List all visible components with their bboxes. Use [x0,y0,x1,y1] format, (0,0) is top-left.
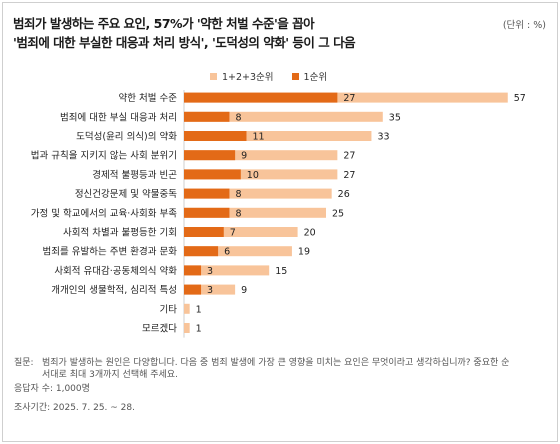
title-line-2: '범죄에 대한 부실한 대응과 처리 방식', '도덕성의 약화' 등이 그 다… [13,35,356,50]
survey-period: 조사기간: 2025. 7. 25. ~ 28. [14,403,135,413]
data-label-total: 1 [196,304,202,315]
bar-first [184,169,241,180]
unit-label: (단위 : %) [502,20,546,31]
category-label: 개개인의 생물학적, 심리적 특성 [51,284,177,296]
bar-first [184,265,202,276]
title-line-1: 범죄가 발생하는 주요 요인, 57%가 '약한 처벌 수준'을 꼽아 [13,16,315,31]
chart-title: 범죄가 발생하는 주요 요인, 57%가 '약한 처벌 수준'을 꼽아 '범죄에… [13,14,463,52]
data-label-first: 27 [343,93,355,104]
data-label-total: 15 [275,266,287,277]
respondent-count: 응답자 수: 1,000명 [14,384,90,394]
data-label-total: 1 [196,324,202,335]
data-label-first: 11 [252,132,264,143]
bar-total [184,207,326,218]
chart-legend: 1+2+3순위 1순위 [210,69,345,83]
data-label-first: 3 [207,285,213,296]
legend-label-first: 1순위 [303,72,328,83]
legend-swatch-first [291,72,299,80]
bar-total [184,303,190,314]
question-text: 범죄가 발생하는 원인은 다양합니다. 다음 중 범죄 발생에 가장 큰 영향을… [42,358,510,380]
data-label-total: 27 [343,170,355,181]
bar-first [184,207,230,218]
bar-total [184,246,292,257]
category-label: 경제적 불평등과 빈곤 [92,169,177,181]
category-label: 도덕성(윤리 의식)의 약화 [76,131,177,143]
legend-label-total: 1+2+3순위 [222,72,274,83]
bar-first [184,227,224,237]
data-label-total: 35 [389,112,401,123]
bar-first [184,111,230,122]
bar-first [184,246,219,257]
data-label-first: 8 [235,208,241,219]
bar-first [184,150,236,161]
data-label-first: 7 [230,228,236,239]
question-label: 질문: [14,358,34,368]
category-label: 약한 처벌 수준 [119,92,178,104]
data-label-total: 57 [514,93,526,104]
bar-total [184,111,383,122]
data-label-first: 6 [224,247,230,258]
data-label-total: 20 [304,228,316,239]
bar-total [184,188,332,199]
bar-total [184,150,338,161]
bar-total [184,131,372,141]
data-label-total: 9 [241,285,247,296]
category-label: 범죄를 유발하는 주변 환경과 문화 [43,246,178,258]
bar-first [184,284,202,295]
data-label-first: 3 [207,266,213,277]
data-label-first: 9 [241,151,247,162]
category-label: 정신건강문제 및 약물중독 [75,188,177,200]
bar-total [184,92,508,103]
bar-total [184,227,298,237]
data-label-total: 25 [332,208,344,219]
bar-total [184,169,338,180]
bar-total [184,323,190,333]
bar-first [184,131,247,141]
data-label-total: 27 [343,151,355,162]
legend-swatch-total [210,72,217,80]
data-label-first: 8 [235,112,241,123]
category-label: 법과 규칙을 지키지 않는 사회 분위기 [31,150,177,162]
category-label: 사회적 유대감·공동체의식 약화 [54,265,177,277]
category-label: 모르겠다 [142,324,177,335]
data-label-first: 10 [247,170,259,181]
category-label: 사회적 차별과 불평등한 기회 [63,227,177,239]
category-label: 기타 [160,304,178,315]
data-label-total: 33 [377,132,389,143]
category-label: 가정 및 학교에서의 교육·사회화 부족 [31,207,177,219]
data-label-total: 19 [298,247,310,258]
data-label-total: 26 [338,189,350,200]
bar-first [184,92,338,103]
legend-item-first: 1순위 [291,69,328,83]
bar-first [184,188,230,199]
data-label-first: 8 [235,189,241,200]
legend-item-total: 1+2+3순위 [210,69,274,83]
bar-total [184,284,236,295]
category-label: 범죄에 대한 부실 대응과 처리 [60,111,177,123]
bar-total [184,265,270,276]
